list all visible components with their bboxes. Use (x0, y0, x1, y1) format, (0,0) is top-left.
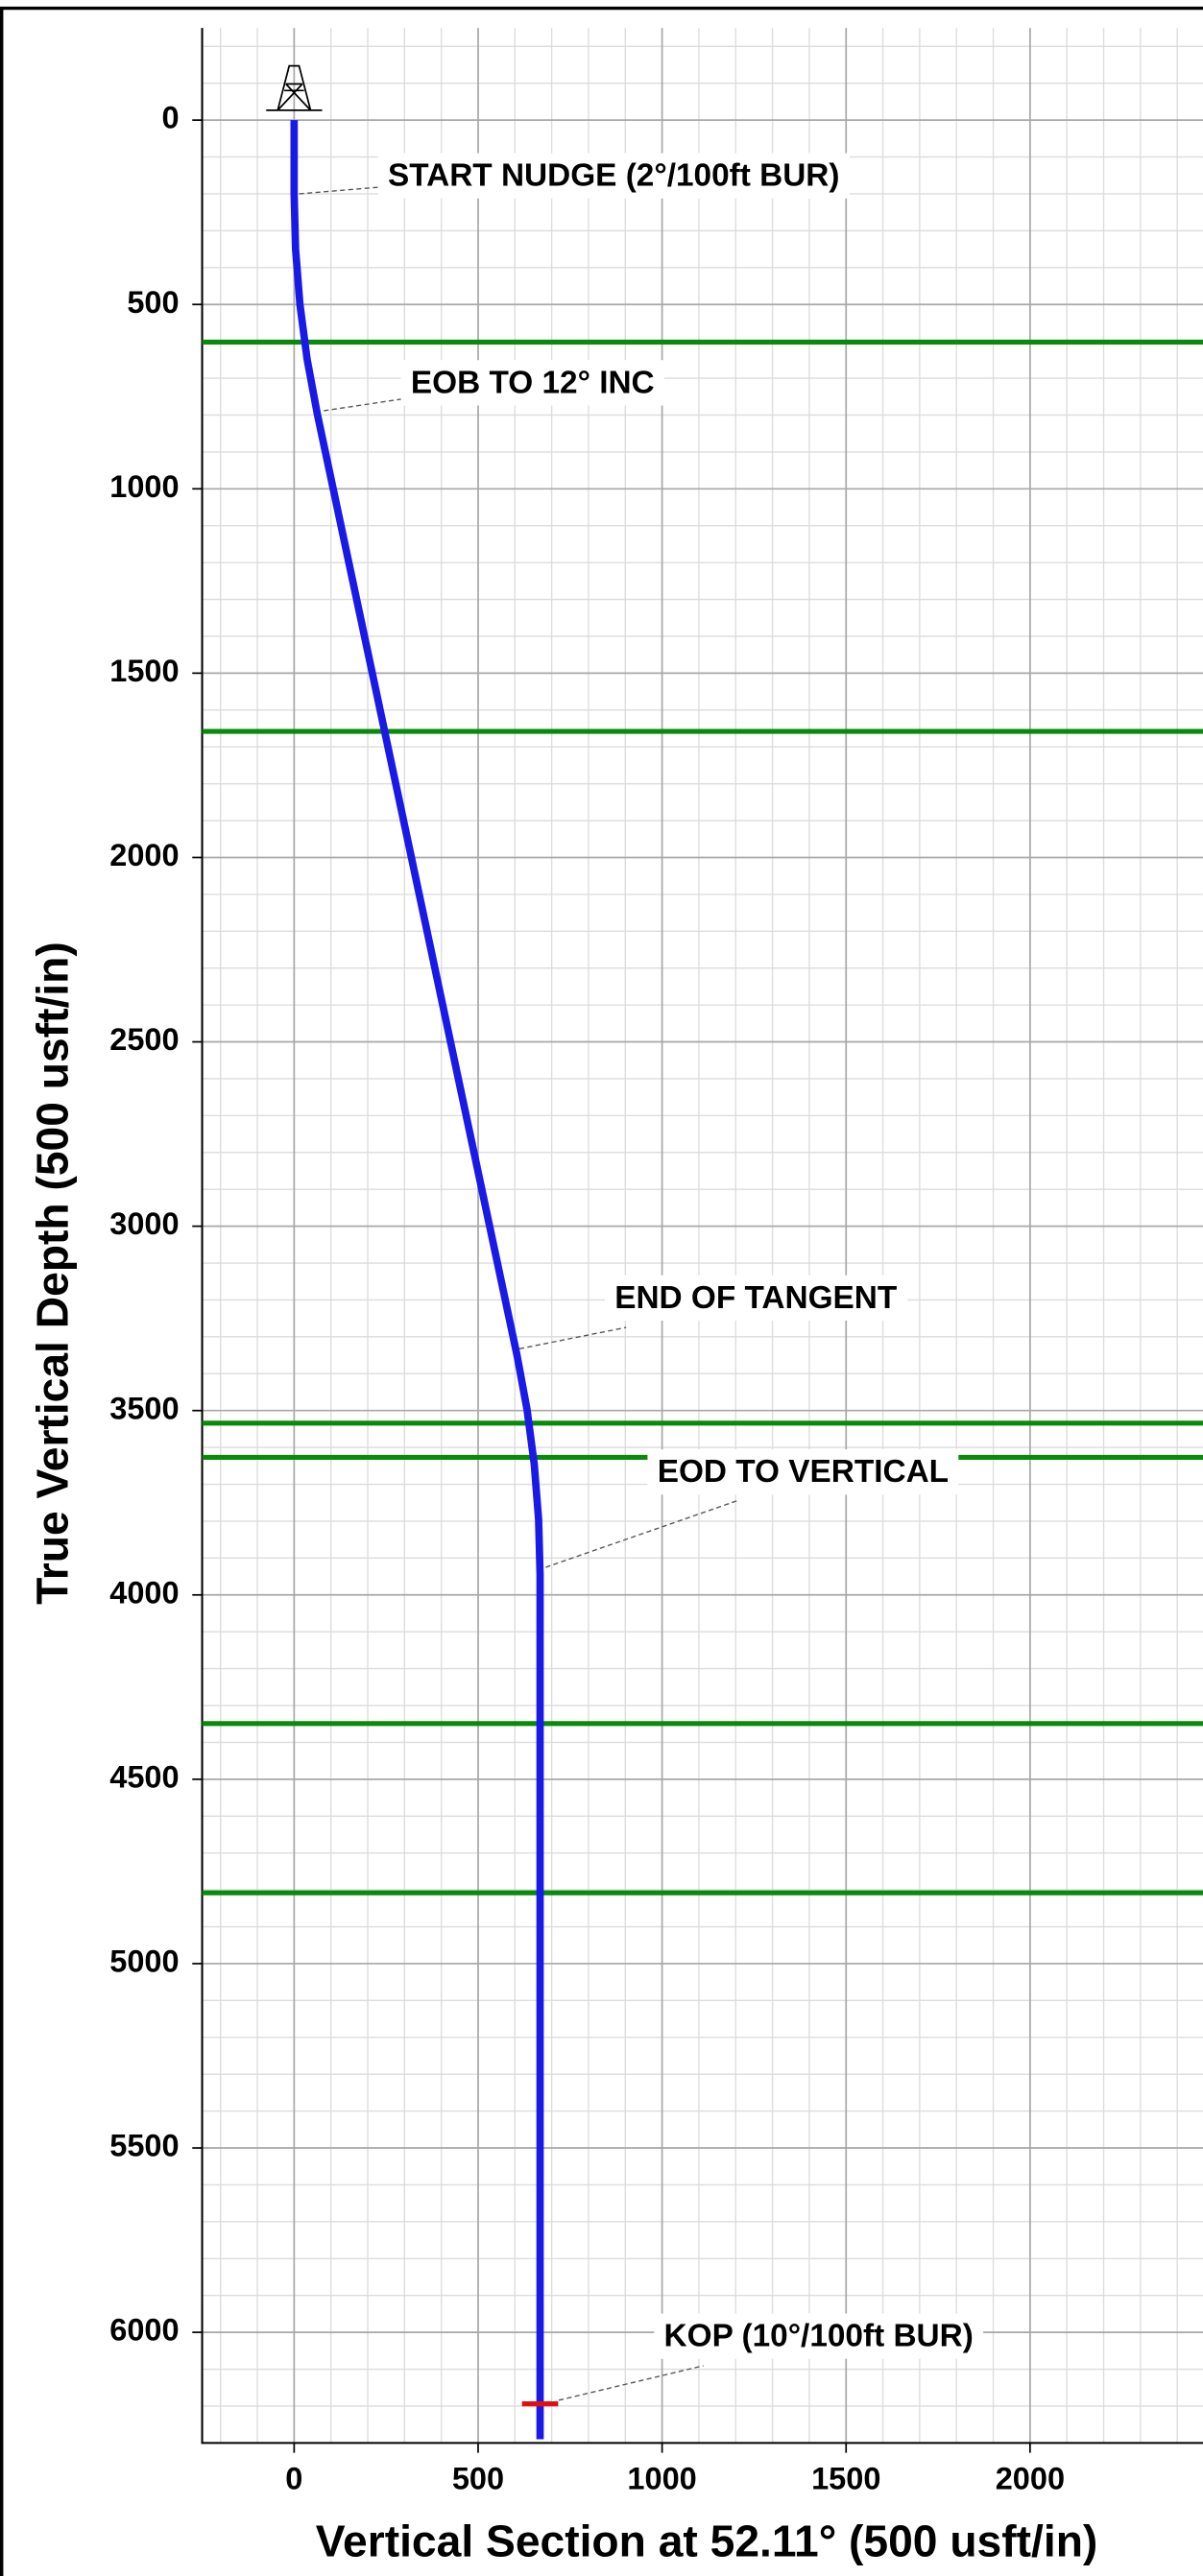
y-tick-label: 2000 (109, 838, 179, 872)
grid (192, 28, 1203, 2453)
y-tick-label: 3500 (109, 1391, 179, 1425)
x-tick-label: 1000 (627, 2461, 696, 2495)
axes (201, 28, 1203, 2445)
annotation: EOD TO VERTICAL (658, 1454, 949, 1490)
rig-shape (266, 64, 323, 111)
annotation: START NUDGE (2°/100ft BUR) (388, 158, 840, 194)
y-tick-label: 5000 (109, 1944, 179, 1979)
x-tick-label: 2000 (996, 2461, 1065, 2495)
annotation-bg (604, 1275, 908, 1321)
y-tick-label: 4000 (109, 1575, 179, 1610)
annotation-bg (377, 153, 850, 199)
annotation-bg (654, 2313, 984, 2359)
x-tick-label: 500 (452, 2461, 504, 2495)
annotation-leader (558, 2365, 704, 2401)
x-tick-label: 0 (285, 2461, 302, 2495)
x-axis-title: Vertical Section at 52.11° (500 usft/in) (316, 2516, 1098, 2566)
annotation: END OF TANGENT (614, 1280, 898, 1316)
y-tick-label: 2500 (109, 1022, 179, 1057)
y-tick-label: 0 (161, 101, 179, 135)
y-tick-label: 5500 (109, 2129, 179, 2163)
annotation-leader (299, 186, 378, 195)
annotation: EOB TO 12° INC (411, 365, 655, 400)
y-axis-title: True Vertical Depth (500 usft/in) (27, 942, 77, 1605)
y-tick-label: 1000 (109, 469, 179, 504)
frame (0, 6, 1203, 2576)
y-tick-label: 6000 (109, 2313, 179, 2348)
y-tick-label: 500 (127, 285, 179, 320)
y-tick-label: 3000 (109, 1206, 179, 1241)
annotation-bg (400, 360, 664, 406)
annotation-leader (518, 1326, 627, 1350)
annotation-bg (647, 1449, 959, 1495)
x-tick-label: 1500 (811, 2461, 880, 2495)
wellpath (290, 120, 544, 2440)
annotation-leader (324, 398, 401, 412)
y-tick-label: 4500 (109, 1759, 179, 1794)
y-tick-label: 1500 (109, 654, 179, 688)
annotation-leader (545, 1499, 740, 1568)
annotation: KOP (10°/100ft BUR) (664, 2319, 974, 2354)
rig-icon (266, 64, 323, 111)
